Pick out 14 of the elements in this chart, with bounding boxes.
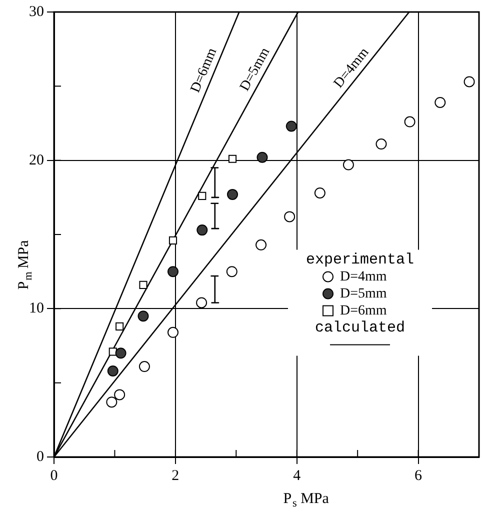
y-tick-label: 10 — [29, 300, 44, 317]
legend-label: D=4mm — [340, 269, 387, 284]
x-tick-label: 6 — [414, 468, 423, 484]
y-axis-title: Pm MPa — [16, 240, 34, 290]
legend-label: D=5mm — [340, 286, 387, 302]
legend-title: experimental — [306, 252, 414, 269]
y-tick-label: 30 — [29, 4, 44, 20]
x-tick-label: 0 — [50, 468, 58, 484]
y-tick-label: 0 — [36, 448, 44, 465]
x-tick-label: 2 — [172, 468, 180, 484]
x-tick-label: 4 — [293, 468, 302, 484]
legend-label: D=6mm — [340, 303, 387, 318]
annotation: calculated — [314, 320, 406, 337]
y-tick-label: 20 — [29, 152, 44, 168]
